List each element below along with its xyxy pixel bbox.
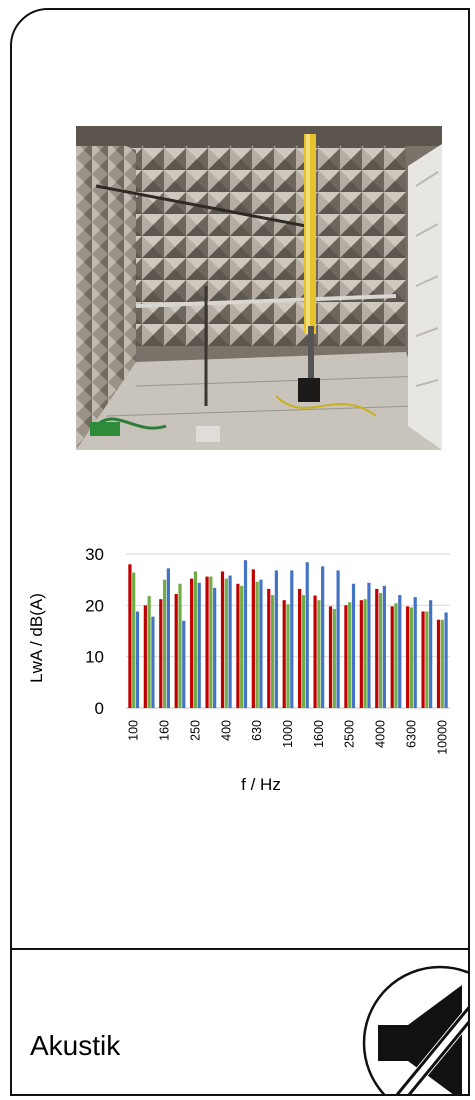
anechoic-chamber-photo: [76, 126, 442, 450]
bar-series-1: [282, 600, 286, 708]
x-tick-label: 2500: [343, 720, 357, 748]
bar-series-3: [367, 582, 371, 708]
bar-series-2: [147, 596, 151, 708]
bar-series-1: [251, 569, 255, 708]
bar-series-3: [228, 575, 232, 708]
category-label: Akustik: [30, 1030, 121, 1061]
x-tick-label: 1000: [281, 720, 295, 748]
bar-series-2: [132, 572, 136, 708]
footer-divider: [12, 948, 468, 950]
bar-series-1: [344, 605, 348, 708]
x-axis-label: f / Hz: [241, 775, 281, 794]
bar-series-3: [243, 560, 248, 708]
x-tick-label: 100: [127, 720, 141, 741]
bar-series-1: [359, 600, 363, 708]
y-tick-label: 30: [85, 545, 104, 564]
bar-series-3: [429, 600, 433, 708]
bar-series-2: [240, 585, 244, 708]
product-card: 0 10 20 30 100 160 250 400 630 1000 1600 2500 4000 6…: [10, 8, 470, 1096]
bar-series-1: [298, 588, 302, 708]
bar-series-1: [220, 571, 225, 708]
y-tick-label: 20: [85, 596, 104, 615]
x-tick-label: 6300: [404, 720, 418, 748]
bar-series-1: [236, 583, 240, 708]
bar-series-3: [321, 566, 325, 708]
x-tick-label: 160: [158, 720, 172, 741]
bar-series-1: [128, 564, 132, 708]
bar-series-3: [444, 612, 448, 708]
y-tick-label: 0: [95, 699, 104, 718]
bar-series-3: [336, 570, 340, 708]
bar-series-3: [274, 570, 278, 708]
bar-series-3: [182, 620, 186, 708]
bar-series-2: [425, 611, 429, 708]
bar-series-1: [328, 606, 333, 708]
x-tick-label: 4000: [374, 720, 388, 748]
bar-series-1: [390, 606, 394, 708]
bar-series-2: [409, 607, 414, 708]
bar-series-3: [151, 616, 155, 708]
bar-series-2: [394, 603, 398, 708]
bar-series-2: [317, 600, 321, 708]
sound-power-bar-chart: 0 10 20 30 100 160 250 400 630 1000 1600 2500 4000 6…: [27, 545, 450, 794]
y-tick-label: 10: [85, 648, 104, 667]
bar-series-2: [224, 578, 228, 708]
bar-series-2: [193, 571, 198, 708]
bar-series-2: [255, 581, 259, 708]
bar-series-1: [267, 588, 271, 708]
bar-series-3: [290, 570, 294, 708]
bar-series-2: [332, 608, 336, 708]
bar-series-3: [382, 585, 386, 708]
bar-series-3: [305, 562, 309, 708]
bar-series-2: [301, 595, 306, 708]
bar-series-1: [406, 606, 410, 708]
bar-series-3: [197, 582, 201, 708]
x-tick-label: 1600: [312, 720, 326, 748]
bar-series-3: [213, 587, 217, 708]
bar-series-3: [166, 568, 170, 708]
bar-series-1: [159, 599, 163, 708]
bar-series-2: [209, 576, 213, 708]
bar-series-1: [313, 595, 317, 708]
bar-series-3: [259, 579, 263, 708]
x-tick-label: 250: [188, 720, 202, 741]
bar-series-1: [190, 578, 194, 708]
x-tick-label: 10000: [435, 720, 449, 755]
bar-series-1: [421, 611, 425, 708]
bar-series-1: [205, 576, 209, 708]
bar-series-2: [348, 602, 352, 708]
bar-series-2: [270, 595, 275, 708]
bar-series-1: [143, 605, 147, 708]
bar-series-3: [351, 583, 356, 708]
bar-series-3: [135, 611, 140, 708]
bar-series-2: [440, 619, 444, 708]
mute-speaker-icon: [362, 965, 468, 1094]
bar-series-1: [436, 619, 441, 708]
y-axis-label: LwA / dB(A): [27, 593, 46, 683]
bar-series-3: [398, 595, 402, 708]
bar-series-2: [162, 579, 167, 708]
bar-series-2: [178, 583, 182, 708]
bar-series-2: [286, 604, 290, 708]
x-tick-label: 400: [219, 720, 233, 741]
bar-series-3: [413, 597, 417, 708]
x-tick-label: 630: [250, 720, 264, 741]
bar-series-2: [363, 599, 367, 708]
bar-series-1: [375, 588, 379, 708]
bar-series-2: [378, 593, 383, 708]
bar-series-1: [174, 594, 178, 708]
